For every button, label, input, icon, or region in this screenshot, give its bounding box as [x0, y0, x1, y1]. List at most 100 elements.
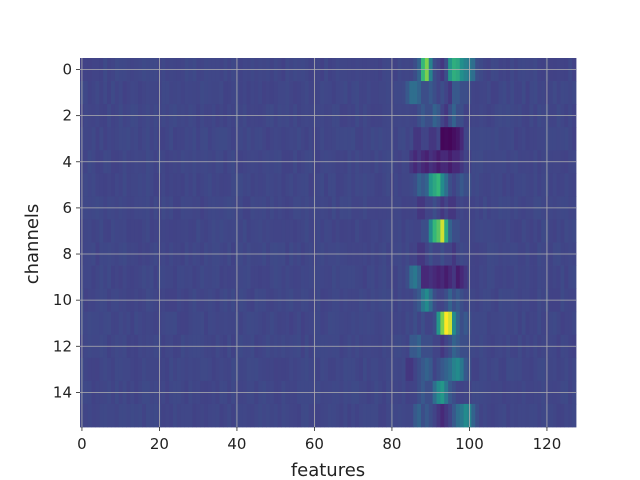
heatmap-cell	[126, 81, 131, 105]
heatmap-cell	[525, 127, 530, 151]
heatmap-cell	[316, 219, 321, 243]
heatmap-cell	[475, 357, 480, 382]
heatmap-cell	[533, 173, 538, 197]
heatmap-cell	[351, 403, 356, 428]
heatmap-cell	[444, 81, 449, 105]
heatmap-cell	[83, 311, 89, 336]
heatmap-cell	[444, 265, 449, 290]
heatmap-cell	[378, 311, 383, 336]
heatmap-cell	[347, 81, 352, 105]
heatmap-cell	[428, 127, 434, 151]
heatmap-cell	[289, 311, 294, 336]
heatmap-cell	[432, 265, 437, 290]
heatmap-cell	[448, 311, 453, 336]
heatmap-cell	[149, 311, 155, 336]
heatmap-cell	[99, 219, 104, 243]
heatmap-cell	[370, 81, 375, 105]
heatmap-cell	[343, 265, 348, 290]
heatmap-cell	[320, 219, 325, 243]
heatmap-cell	[486, 311, 492, 336]
heatmap-cell	[118, 127, 124, 151]
heatmap-cell	[483, 127, 488, 151]
heatmap-cell	[304, 127, 310, 151]
heatmap-cell	[169, 81, 174, 105]
heatmap-cell	[238, 265, 244, 290]
heatmap-cell	[196, 311, 201, 336]
heatmap-cell	[111, 403, 116, 428]
heatmap-cell	[359, 265, 364, 290]
heatmap-cell	[366, 265, 372, 290]
heatmap-cell	[483, 81, 488, 105]
heatmap-cell	[304, 357, 310, 382]
heatmap-cell	[556, 81, 561, 105]
heatmap-cell	[126, 127, 131, 151]
heatmap-cell	[285, 219, 290, 243]
heatmap-cell	[196, 173, 201, 197]
heatmap-cell	[142, 403, 147, 428]
heatmap-cell	[289, 127, 294, 151]
heatmap-cell	[343, 127, 348, 151]
heatmap-cell	[529, 219, 534, 243]
heatmap-cell	[564, 403, 569, 428]
heatmap-cell	[397, 173, 403, 197]
heatmap-cell	[184, 127, 189, 151]
heatmap-cell	[506, 265, 511, 290]
heatmap-cell	[347, 173, 352, 197]
heatmap-cell	[145, 311, 151, 336]
heatmap-cell	[517, 173, 523, 197]
heatmap-cell	[211, 311, 217, 336]
heatmap-cell	[285, 173, 290, 197]
heatmap-cell	[475, 81, 480, 105]
heatmap-cell	[502, 173, 507, 197]
heatmap-cell	[529, 357, 534, 382]
heatmap-cell	[277, 173, 282, 197]
heatmap-cell	[118, 81, 124, 105]
heatmap-cell	[362, 173, 368, 197]
heatmap-cell	[475, 219, 480, 243]
heatmap-cell	[316, 311, 321, 336]
heatmap-cell	[281, 127, 286, 151]
heatmap-cell	[428, 403, 434, 428]
heatmap-cell	[331, 265, 337, 290]
heatmap-cell	[211, 265, 217, 290]
heatmap-cell	[405, 127, 410, 151]
heatmap-cell	[145, 127, 151, 151]
heatmap-cell	[351, 219, 356, 243]
heatmap-cell	[483, 173, 488, 197]
heatmap-cell	[514, 219, 519, 243]
heatmap-cell	[184, 265, 189, 290]
heatmap-cell	[548, 265, 554, 290]
heatmap-cell	[479, 219, 484, 243]
heatmap-cell	[463, 127, 468, 151]
heatmap-cell	[200, 265, 205, 290]
heatmap-cell	[386, 265, 391, 290]
heatmap-cell	[122, 265, 127, 290]
heatmap-cell	[351, 127, 356, 151]
heatmap-cell	[308, 265, 313, 290]
heatmap-cell	[254, 219, 259, 243]
heatmap-cell	[320, 127, 325, 151]
heatmap-cell	[421, 311, 426, 336]
heatmap-cell	[204, 127, 209, 151]
heatmap-cell	[207, 173, 213, 197]
heatmap-cell	[440, 173, 445, 197]
heatmap-cell	[521, 265, 527, 290]
heatmap-cell	[215, 311, 220, 336]
heatmap-cell	[149, 265, 155, 290]
heatmap-cell	[444, 219, 449, 243]
heatmap-cell	[87, 265, 93, 290]
heatmap-cell	[320, 81, 325, 105]
heatmap-cell	[269, 357, 275, 382]
heatmap-cell	[409, 219, 414, 243]
heatmap-cell	[180, 357, 186, 382]
heatmap-cell	[521, 311, 527, 336]
heatmap-cell	[335, 265, 341, 290]
heatmap-cell	[285, 265, 290, 290]
heatmap-cell	[173, 265, 178, 290]
heatmap-cell	[320, 357, 325, 382]
heatmap-cell	[444, 311, 449, 336]
heatmap-cell	[219, 173, 224, 197]
heatmap-cell	[223, 173, 228, 197]
heatmap-cell	[413, 311, 418, 336]
heatmap-cell	[335, 127, 341, 151]
